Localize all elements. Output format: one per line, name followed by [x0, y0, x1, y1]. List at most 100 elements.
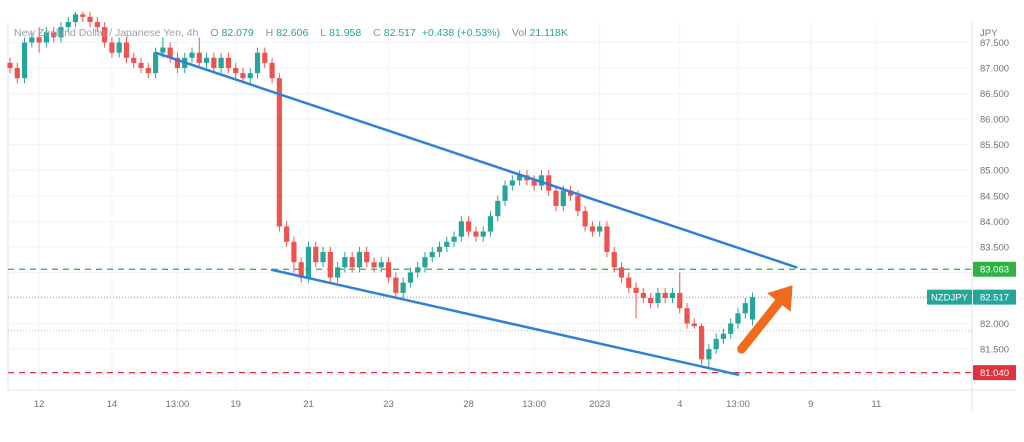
candle-body [699, 326, 705, 360]
open-value: 82.079 [221, 27, 254, 39]
candle-body [742, 303, 748, 314]
candle [123, 37, 130, 63]
candle-body [233, 68, 239, 74]
symbol-badge[interactable] [927, 289, 972, 305]
candle [327, 246, 333, 283]
grid [7, 22, 1016, 412]
candle [546, 170, 552, 196]
low-label: L [320, 27, 327, 39]
candle-body [153, 52, 159, 74]
candle-body [305, 246, 312, 278]
arrow-up-icon[interactable] [737, 285, 793, 354]
candle-body [531, 180, 537, 186]
candle [218, 52, 224, 74]
candle [102, 22, 108, 48]
candle [298, 257, 304, 283]
candle-body [356, 252, 363, 268]
candle-body [131, 57, 137, 63]
candle-body [407, 272, 413, 283]
drawings[interactable] [154, 51, 798, 376]
candle-body [560, 190, 566, 206]
candle-body [335, 267, 341, 278]
candle [422, 252, 428, 273]
x-tick-label: 23 [383, 399, 394, 410]
candle [691, 318, 697, 329]
candle-body [14, 68, 20, 79]
candle-body [196, 52, 202, 63]
candle [502, 180, 508, 206]
candle-body [225, 57, 231, 68]
candle-body [618, 267, 625, 278]
candle [567, 185, 574, 201]
candle [291, 236, 297, 273]
candle [342, 252, 348, 273]
candle [371, 257, 377, 273]
candle-body [466, 221, 472, 232]
candle [735, 308, 741, 329]
candle-body [735, 313, 741, 324]
x-tick-label: 28 [463, 399, 474, 410]
last-price-badge [973, 289, 1016, 305]
candle [196, 37, 202, 68]
candle [36, 27, 42, 53]
candle [633, 282, 639, 319]
candle [466, 216, 472, 237]
candle-body [109, 42, 115, 53]
candle [364, 246, 370, 268]
candle [320, 246, 326, 268]
candle [517, 170, 523, 186]
y-tick-label: 87.000 [980, 64, 1009, 75]
candle [211, 52, 217, 74]
candle-body [691, 323, 697, 327]
candle-body [436, 246, 443, 252]
candle [174, 52, 181, 74]
candle [131, 52, 137, 68]
candle [640, 287, 646, 304]
candle [684, 303, 690, 329]
y-tick-label: 82.000 [980, 319, 1009, 330]
y-tick-label: 87.500 [980, 38, 1009, 49]
candle [80, 11, 86, 22]
upper-trendline[interactable] [154, 51, 798, 269]
candle-body [21, 42, 28, 79]
candle-body [189, 52, 195, 58]
candle [203, 52, 210, 68]
candle-body [254, 52, 261, 74]
candle [72, 11, 79, 28]
candle [604, 221, 610, 258]
candle [429, 246, 435, 263]
candle-body [385, 262, 392, 278]
lower-trendline[interactable] [270, 268, 740, 376]
candle-body [553, 190, 559, 206]
symbol-title[interactable]: New Zealand Dollar / Japanese Yen, 4h [14, 27, 199, 39]
candle [43, 27, 49, 48]
candle [749, 292, 756, 326]
candle-body [415, 267, 421, 273]
candle [706, 344, 712, 370]
high-value: 82.606 [276, 27, 309, 39]
candle [669, 287, 676, 304]
close-value: 82.517 [383, 27, 416, 39]
candle [699, 323, 705, 365]
candle-body [378, 262, 384, 268]
candle-body [80, 14, 86, 17]
candle [349, 252, 355, 273]
x-tick-label: 9 [808, 399, 813, 410]
x-tick-label: 11 [871, 399, 881, 410]
candle [269, 57, 275, 84]
candle [29, 32, 35, 48]
candle-body [276, 78, 282, 227]
candle-body [633, 287, 639, 293]
candle-body [160, 47, 166, 53]
candle [480, 226, 486, 242]
candle [58, 22, 64, 43]
candle-body [327, 252, 333, 278]
candle-body [444, 241, 450, 247]
arrow-head [767, 285, 793, 312]
x-tick-label: 19 [230, 399, 241, 410]
candle-body [320, 252, 326, 263]
candle [284, 221, 290, 247]
candle [458, 216, 464, 242]
candle-body [422, 257, 428, 268]
